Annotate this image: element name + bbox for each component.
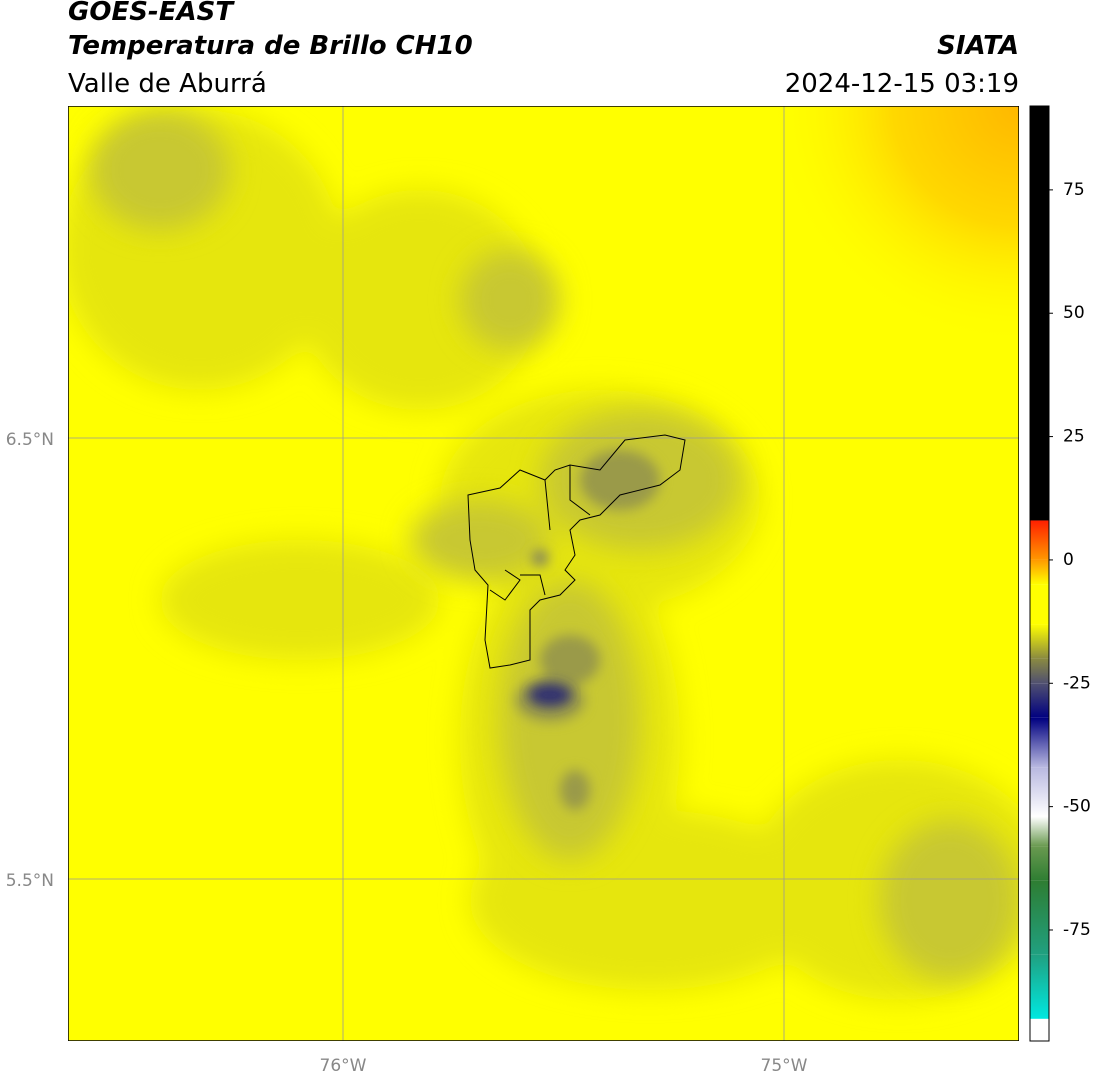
colorbar-tick-label: -50 (1063, 797, 1091, 817)
lon-label: 76°W (320, 1056, 367, 1076)
colorbar-tick-label: 75 (1063, 180, 1085, 200)
title: GOES-EAST (68, 0, 235, 27)
lat-label: 6.5°N (6, 430, 54, 450)
colorbar-segment (1030, 559, 1049, 585)
colorbar-segment (1030, 954, 1049, 1019)
colorbar-segment (1030, 816, 1049, 847)
colorbar-segment (1030, 658, 1049, 684)
colorbar-tick-label: 0 (1063, 550, 1074, 570)
lon-label: 75°W (761, 1056, 808, 1076)
colorbar-segment (1030, 683, 1049, 718)
lat-label: 5.5°N (6, 871, 54, 891)
colorbar-segment (1030, 880, 1049, 955)
map (68, 106, 1019, 1041)
colorbar-frame (1029, 105, 1050, 1042)
colorbar-segment (1030, 624, 1049, 659)
colorbar-tick-label: -25 (1063, 673, 1091, 693)
source: SIATA (937, 31, 1019, 61)
colorbar-tick-label: 50 (1063, 303, 1085, 323)
colorbar-segment (1030, 520, 1049, 560)
colorbar-tick-label: 25 (1063, 427, 1085, 447)
colorbar-segment (1030, 846, 1049, 881)
datetime: 2024-12-15 03:19 (785, 69, 1019, 99)
colorbar-segment (1030, 1018, 1049, 1041)
colorbar-segment (1030, 584, 1049, 625)
colorbar: -75 -50 -25 0 25 50 75 (1029, 105, 1091, 1042)
subtitle: Temperatura de Brillo CH10 (68, 31, 473, 61)
colorbar-tick-label: -75 (1063, 920, 1091, 940)
colorbar-segment (1030, 717, 1049, 768)
colorbar-segment (1030, 106, 1049, 521)
region: Valle de Aburrá (68, 69, 267, 99)
colorbar-segment (1030, 767, 1049, 817)
